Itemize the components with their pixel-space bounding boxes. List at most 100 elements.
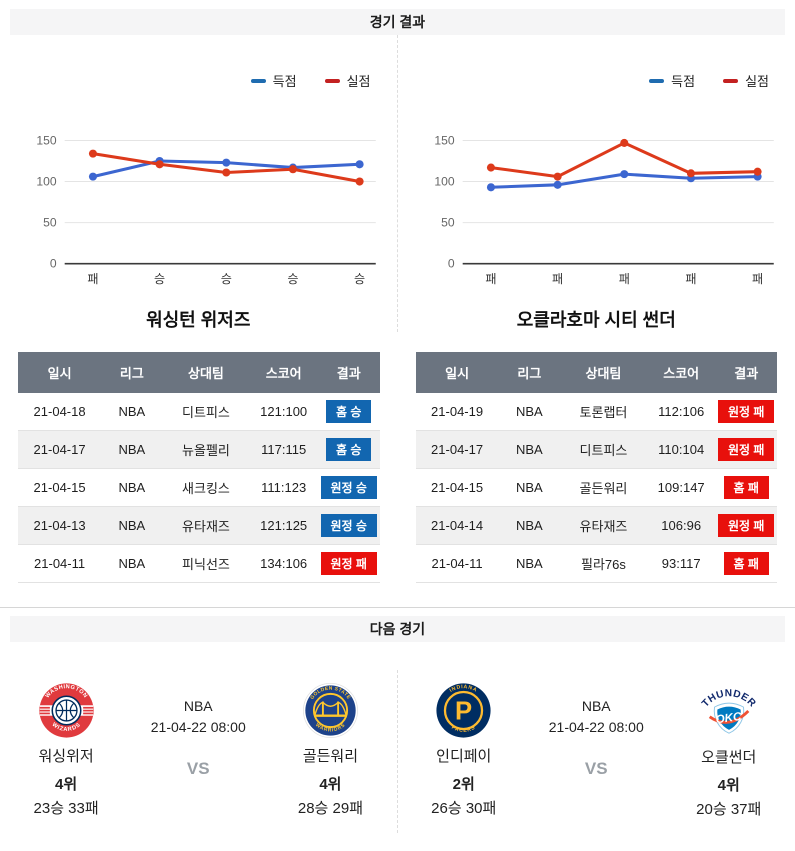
score-cell: 111:123 bbox=[249, 469, 318, 507]
league-cell: NBA bbox=[499, 393, 560, 431]
opponent-cell: 디트피스 bbox=[163, 393, 250, 431]
result-badge: 홈 패 bbox=[724, 552, 769, 575]
league-cell: NBA bbox=[499, 545, 560, 583]
date-cell: 21-04-11 bbox=[18, 545, 101, 583]
opponent-cell: 피닉선즈 bbox=[163, 545, 250, 583]
team-title-oklahoma: 오클라호마 시티 썬더 bbox=[398, 306, 795, 332]
score-cell: 121:100 bbox=[249, 393, 318, 431]
opponent-cell: 필라76s bbox=[560, 545, 647, 583]
opponent-cell: 토론랩터 bbox=[560, 393, 647, 431]
match-info-col: NBA 21-04-22 08:00 VS bbox=[132, 682, 264, 819]
date-cell: 21-04-17 bbox=[18, 431, 101, 469]
chart-legend: 득점 실점 bbox=[0, 71, 371, 90]
result-cell: 원정 승 bbox=[318, 469, 379, 507]
result-cell: 홈 패 bbox=[716, 469, 777, 507]
league-cell: NBA bbox=[101, 431, 162, 469]
pacers-logo: P INDIANA PACERS bbox=[435, 682, 492, 739]
team-rank: 4위 bbox=[264, 773, 396, 794]
league-label: NBA bbox=[530, 698, 663, 714]
result-cell: 원정 패 bbox=[716, 431, 777, 469]
team-rank: 4위 bbox=[0, 773, 132, 794]
svg-text:P: P bbox=[455, 698, 472, 726]
scored-line-swatch bbox=[251, 79, 266, 83]
column-header: 스코어 bbox=[647, 352, 716, 393]
team-short-name: 워싱위저 bbox=[0, 745, 132, 766]
svg-text:150: 150 bbox=[435, 134, 455, 148]
legend-item-conceded: 실점 bbox=[325, 71, 371, 90]
svg-text:100: 100 bbox=[435, 175, 455, 189]
date-cell: 21-04-17 bbox=[416, 431, 499, 469]
opponent-cell: 골든워리 bbox=[560, 469, 647, 507]
svg-text:패: 패 bbox=[486, 272, 497, 286]
legend-item-conceded: 실점 bbox=[723, 71, 769, 90]
column-header: 일시 bbox=[416, 352, 499, 393]
league-cell: NBA bbox=[499, 469, 560, 507]
next-section-title: 다음 경기 bbox=[370, 621, 425, 637]
date-cell: 21-04-15 bbox=[416, 469, 499, 507]
scored-line-swatch bbox=[649, 79, 664, 83]
legend-item-scored: 득점 bbox=[649, 71, 695, 90]
column-header: 일시 bbox=[18, 352, 101, 393]
result-badge: 원정 패 bbox=[321, 552, 377, 575]
home-team-col: P INDIANA PACERS 인디페이 2위 26승 30패 bbox=[398, 682, 531, 819]
team-short-name: 인디페이 bbox=[398, 745, 531, 766]
result-badge: 홈 패 bbox=[724, 476, 769, 499]
team-title-washington: 워싱턴 위저즈 bbox=[0, 306, 397, 332]
result-badge: 원정 승 bbox=[321, 514, 377, 537]
league-label: NBA bbox=[132, 698, 264, 714]
svg-text:패: 패 bbox=[552, 272, 563, 286]
svg-text:패: 패 bbox=[88, 272, 99, 286]
league-cell: NBA bbox=[101, 545, 162, 583]
home-team-col: WASHINGTON WIZARDS 워싱위저 4위 23승 33패 bbox=[0, 682, 132, 819]
result-badge: 원정 패 bbox=[718, 514, 774, 537]
next-section-header: 다음 경기 bbox=[10, 616, 785, 642]
team-record: 23승 33패 bbox=[0, 797, 132, 818]
date-cell: 21-04-14 bbox=[416, 507, 499, 545]
team-record: 20승 37패 bbox=[663, 798, 795, 819]
result-badge: 홈 승 bbox=[326, 438, 371, 461]
opponent-cell: 새크킹스 bbox=[163, 469, 250, 507]
warriors-logo: GOLDEN STATE WARRIORS bbox=[302, 682, 359, 739]
legend-label-scored: 득점 bbox=[671, 71, 695, 90]
result-cell: 홈 패 bbox=[716, 545, 777, 583]
team-short-name: 골든워리 bbox=[264, 745, 396, 766]
wizards-logo: WASHINGTON WIZARDS bbox=[38, 682, 95, 739]
result-cell: 원정 패 bbox=[716, 393, 777, 431]
conceded-line-swatch bbox=[723, 79, 738, 83]
opponent-cell: 디트피스 bbox=[560, 431, 647, 469]
vs-label: VS bbox=[530, 759, 663, 779]
column-header: 리그 bbox=[101, 352, 162, 393]
date-cell: 21-04-19 bbox=[416, 393, 499, 431]
svg-text:패: 패 bbox=[619, 272, 630, 286]
result-badge: 원정 패 bbox=[718, 400, 774, 423]
svg-text:패: 패 bbox=[752, 272, 763, 286]
score-cell: 117:115 bbox=[249, 431, 318, 469]
svg-text:승: 승 bbox=[288, 272, 299, 286]
match-datetime: 21-04-22 08:00 bbox=[530, 719, 663, 735]
legend-label-scored: 득점 bbox=[273, 71, 297, 90]
svg-text:패: 패 bbox=[686, 272, 697, 286]
result-badge: 원정 승 bbox=[321, 476, 377, 499]
score-cell: 121:125 bbox=[249, 507, 318, 545]
column-header: 결과 bbox=[716, 352, 777, 393]
score-cell: 106:96 bbox=[647, 507, 716, 545]
column-header: 리그 bbox=[499, 352, 560, 393]
date-cell: 21-04-15 bbox=[18, 469, 101, 507]
legend-label-conceded: 실점 bbox=[347, 71, 371, 90]
svg-text:50: 50 bbox=[441, 216, 455, 230]
score-cell: 109:147 bbox=[647, 469, 716, 507]
